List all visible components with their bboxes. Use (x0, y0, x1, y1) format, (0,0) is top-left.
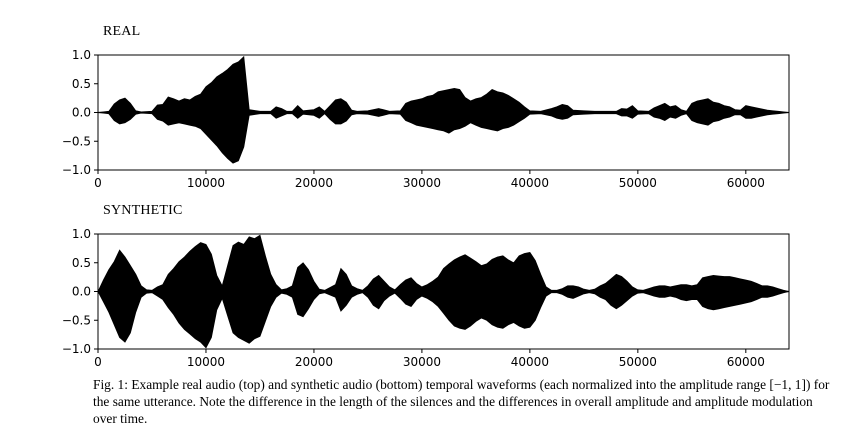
chart0-x-tick-label: 60000 (727, 176, 765, 190)
chart0-x-tick-label: 50000 (619, 176, 657, 190)
chart0-y-tick-label: 1.0 (72, 48, 91, 62)
caption-text-2: ) for the same utterance. Note the diffe… (93, 377, 830, 426)
chart1-x-tick-label: 10000 (187, 355, 225, 369)
chart1-x-tick-label: 50000 (619, 355, 657, 369)
chart1-y-tick-label: 0.0 (72, 285, 91, 299)
figure-caption: Fig. 1: Example real audio (top) and syn… (93, 376, 833, 427)
chart0-y-tick-label: −1.0 (62, 163, 91, 177)
chart1-y-tick-label: 0.5 (72, 256, 91, 270)
chart0-y-tick-label: 0.5 (72, 77, 91, 91)
chart1-y-tick-label: −0.5 (62, 313, 91, 327)
panel-title-synthetic: SYNTHETIC (103, 203, 183, 218)
chart1-x-tick-label: 0 (94, 355, 102, 369)
chart0-waveform-series (97, 55, 790, 164)
real-waveform-chart: 0 10000 20000 30000 40000 50000 60000 1.0 0.5 0.0… (62, 48, 790, 190)
chart0-x-tick-label: 30000 (403, 176, 441, 190)
chart1-x-tick-label: 20000 (295, 355, 333, 369)
chart1-y-tick-label: 1.0 (72, 227, 91, 241)
caption-range: [−1, 1] (769, 377, 806, 392)
chart0-y-tick-label: 0.0 (72, 106, 91, 120)
chart0-y-tick-label: −0.5 (62, 134, 91, 148)
chart0-x-tick-label: 0 (94, 176, 102, 190)
caption-text-1: Fig. 1: Example real audio (top) and syn… (93, 377, 770, 392)
chart0-x-tick-label: 20000 (295, 176, 333, 190)
chart1-y-tick-label: −1.0 (62, 342, 91, 356)
chart1-x-tick-label: 40000 (511, 355, 549, 369)
chart1-x-tick-label: 60000 (727, 355, 765, 369)
synthetic-waveform-chart: 0 10000 20000 30000 40000 50000 60000 1.0 0.5 0.0… (62, 227, 790, 369)
chart0-x-tick-label: 40000 (511, 176, 549, 190)
chart0-x-tick-label: 10000 (187, 176, 225, 190)
chart1-x-tick-label: 30000 (403, 355, 441, 369)
panel-title-real: REAL (103, 24, 141, 39)
